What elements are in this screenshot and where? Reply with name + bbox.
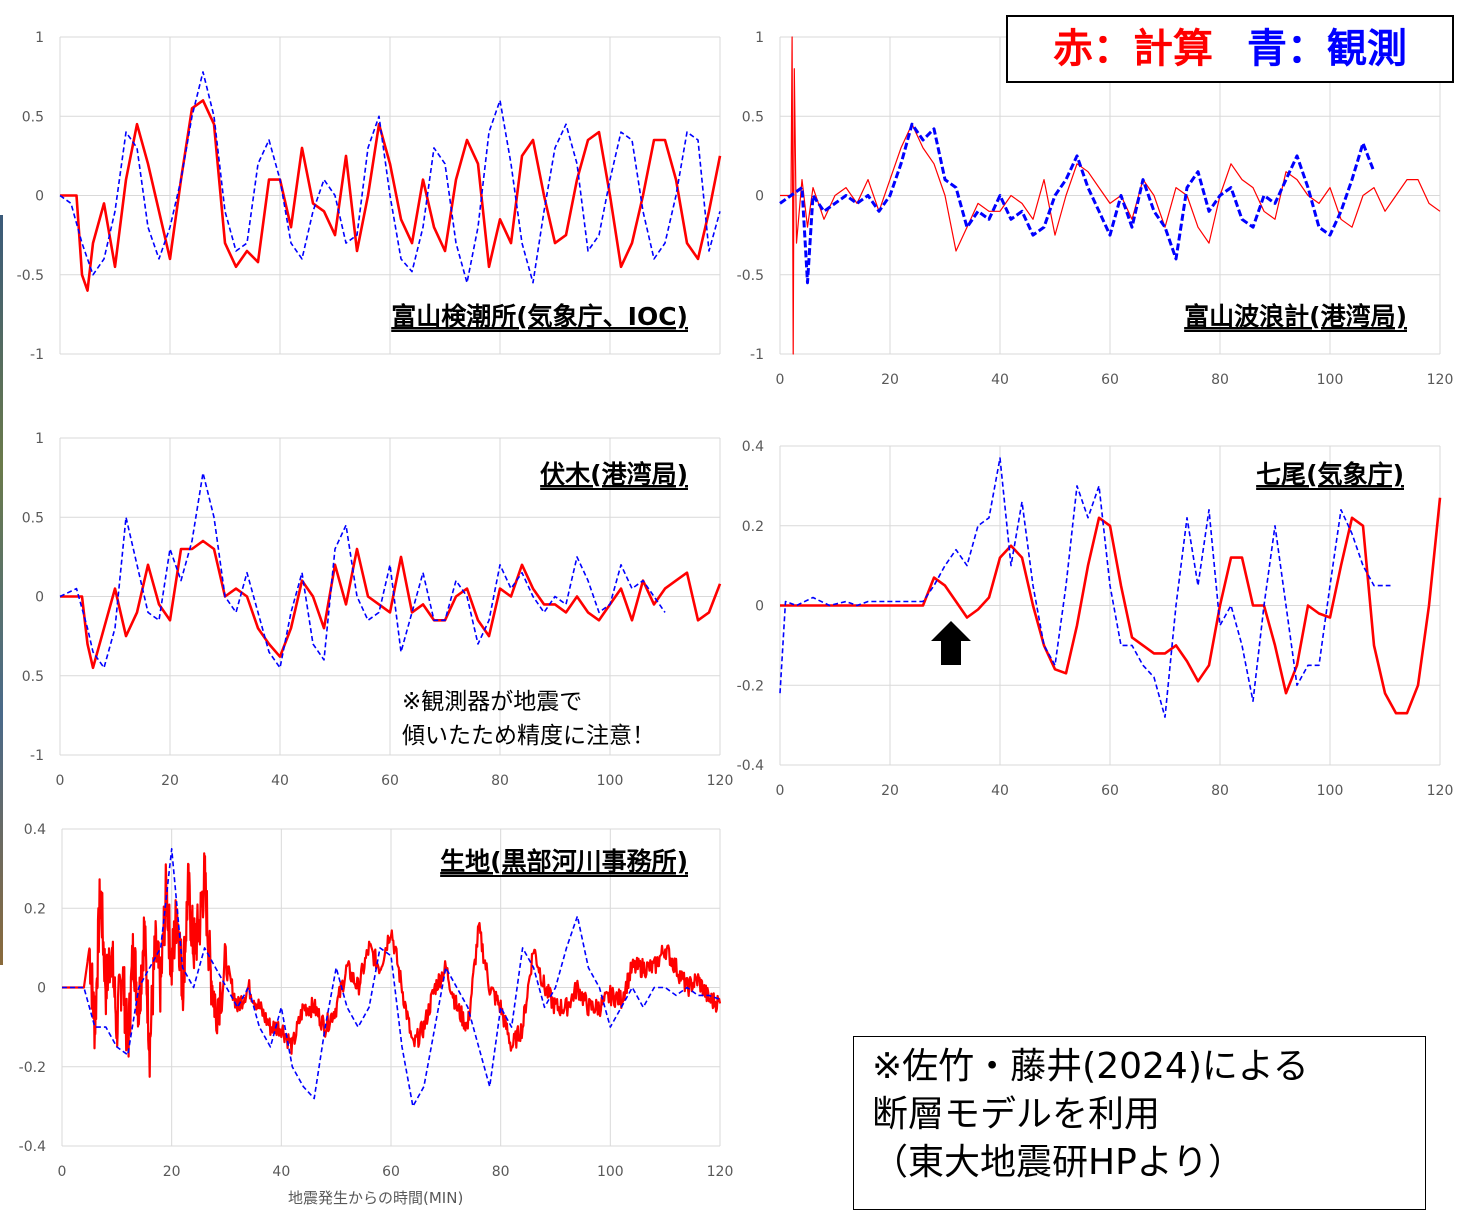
observed-series-line bbox=[59, 472, 666, 669]
x-tick-label: 80 bbox=[491, 773, 509, 789]
calculated-series-line bbox=[780, 497, 1442, 715]
observed-series-line bbox=[779, 122, 1376, 285]
y-tick-label: -0.2 bbox=[737, 678, 764, 694]
x-tick-label: 20 bbox=[163, 1164, 181, 1180]
y-tick-label: 0 bbox=[35, 590, 44, 606]
x-tick-label: 0 bbox=[776, 372, 785, 388]
x-tick-label: 60 bbox=[1101, 783, 1119, 799]
y-tick-label: -0.5 bbox=[737, 268, 764, 284]
x-tick-label: 40 bbox=[991, 372, 1009, 388]
y-tick-label: 0.2 bbox=[742, 519, 764, 535]
y-tick-label: 0.2 bbox=[24, 901, 46, 917]
y-tick-label: -0.2 bbox=[19, 1060, 46, 1076]
y-tick-label: 1 bbox=[35, 30, 44, 46]
x-tick-label: 20 bbox=[881, 372, 899, 388]
x-tick-label: 120 bbox=[707, 1164, 734, 1180]
chart-panel-2: 1 0.5 0 -0.5 -1 0 20 40 60 80 100 120 富山波浪計(港湾局) bbox=[737, 30, 1454, 388]
calculated-series-line bbox=[62, 852, 722, 1078]
chart-panel-5: 0.4 0.2 0 -0.2 -0.4 0 20 40 60 80 100 120 生地(黒部河川事務所… bbox=[19, 822, 734, 1180]
x-tick-label: 0 bbox=[56, 773, 65, 789]
y-tick-label: -1 bbox=[750, 347, 764, 363]
legend-box: 赤：計算 青：観測 bbox=[1006, 15, 1454, 83]
legend-blue-label: 青：観測 bbox=[1247, 26, 1407, 72]
y-tick-label: 1 bbox=[755, 30, 764, 46]
cropped-image-edge bbox=[0, 215, 3, 965]
x-tick-label: 120 bbox=[1427, 372, 1454, 388]
observed-series-line bbox=[59, 71, 721, 284]
y-tick-label: -0.4 bbox=[19, 1139, 46, 1155]
x-tick-label: 60 bbox=[1101, 372, 1119, 388]
x-tick-label: 80 bbox=[1211, 372, 1229, 388]
fushiki-note-line1: ※観測器が地震で bbox=[402, 689, 583, 715]
x-tick-label: 80 bbox=[1211, 783, 1229, 799]
y-tick-label: 0.5 bbox=[742, 109, 764, 125]
x-tick-label: 20 bbox=[161, 773, 179, 789]
calculated-series-line bbox=[780, 36, 1441, 355]
y-tick-label: 0.4 bbox=[24, 822, 46, 838]
note-line3: （東大地震研HPより） bbox=[872, 1142, 1245, 1183]
legend-red-label: 赤：計算 bbox=[1053, 26, 1213, 72]
fushiki-tilt-note: ※観測器が地震で 傾いたため精度に注意！ bbox=[402, 685, 655, 753]
panel-title: 富山波浪計(港湾局) bbox=[1184, 302, 1407, 331]
y-tick-label: 0.5 bbox=[22, 669, 44, 685]
chart-panel-3: 1 0.5 0 0.5 -1 0 20 40 60 80 100 120 伏木(港湾局) bbox=[22, 431, 734, 789]
model-source-note: ※佐竹・藤井(2024)による 断層モデルを利用 （東大地震研HPより） bbox=[853, 1036, 1426, 1210]
y-tick-label: -1 bbox=[30, 347, 44, 363]
chart-panel-4: 0.4 0.2 0 -0.2 -0.4 0 20 40 60 80 100 120 七尾(気象庁) bbox=[737, 439, 1454, 799]
x-tick-label: 120 bbox=[1427, 783, 1454, 799]
x-tick-label: 40 bbox=[991, 783, 1009, 799]
x-tick-label: 120 bbox=[707, 773, 734, 789]
x-tick-label: 0 bbox=[58, 1164, 67, 1180]
panel-title: 生地(黒部河川事務所) bbox=[440, 847, 688, 876]
panel-title: 伏木(港湾局) bbox=[540, 460, 688, 489]
x-tick-label: 100 bbox=[1317, 372, 1344, 388]
x-tick-label: 60 bbox=[381, 773, 399, 789]
y-tick-label: 0 bbox=[755, 189, 764, 205]
y-tick-label: -1 bbox=[30, 748, 44, 764]
observed-series-line bbox=[62, 848, 721, 1108]
panel-title: 七尾(気象庁) bbox=[1256, 460, 1404, 489]
chart-panel-1: 1 0.5 0 -0.5 -1 富山検潮所(気象庁、IOC) bbox=[17, 30, 722, 363]
y-tick-label: 0 bbox=[35, 189, 44, 205]
note-line1: ※佐竹・藤井(2024)による bbox=[872, 1046, 1309, 1087]
fushiki-note-line2: 傾いたため精度に注意！ bbox=[402, 723, 655, 749]
x-tick-label: 0 bbox=[776, 783, 785, 799]
y-tick-label: 0.4 bbox=[742, 439, 764, 455]
y-tick-label: -0.4 bbox=[737, 758, 764, 774]
x-tick-label: 100 bbox=[597, 773, 624, 789]
x-axis-title: 地震発生からの時間(MIN) bbox=[288, 1189, 464, 1207]
y-tick-label: 0 bbox=[755, 599, 764, 615]
x-tick-label: 40 bbox=[271, 773, 289, 789]
y-tick-label: 1 bbox=[35, 431, 44, 447]
x-tick-label: 100 bbox=[597, 1164, 624, 1180]
x-tick-label: 20 bbox=[881, 783, 899, 799]
x-tick-label: 60 bbox=[382, 1164, 400, 1180]
x-tick-label: 100 bbox=[1317, 783, 1344, 799]
observed-series-line bbox=[779, 457, 1391, 718]
panel-title: 富山検潮所(気象庁、IOC) bbox=[391, 302, 688, 331]
y-tick-label: 0 bbox=[37, 981, 46, 997]
note-line2: 断層モデルを利用 bbox=[872, 1094, 1161, 1135]
y-tick-label: 0.5 bbox=[22, 109, 44, 125]
y-tick-label: -0.5 bbox=[17, 268, 44, 284]
x-tick-label: 40 bbox=[272, 1164, 290, 1180]
y-tick-label: 0.5 bbox=[22, 510, 44, 526]
arrow-up-icon bbox=[931, 621, 971, 665]
x-tick-label: 80 bbox=[492, 1164, 510, 1180]
